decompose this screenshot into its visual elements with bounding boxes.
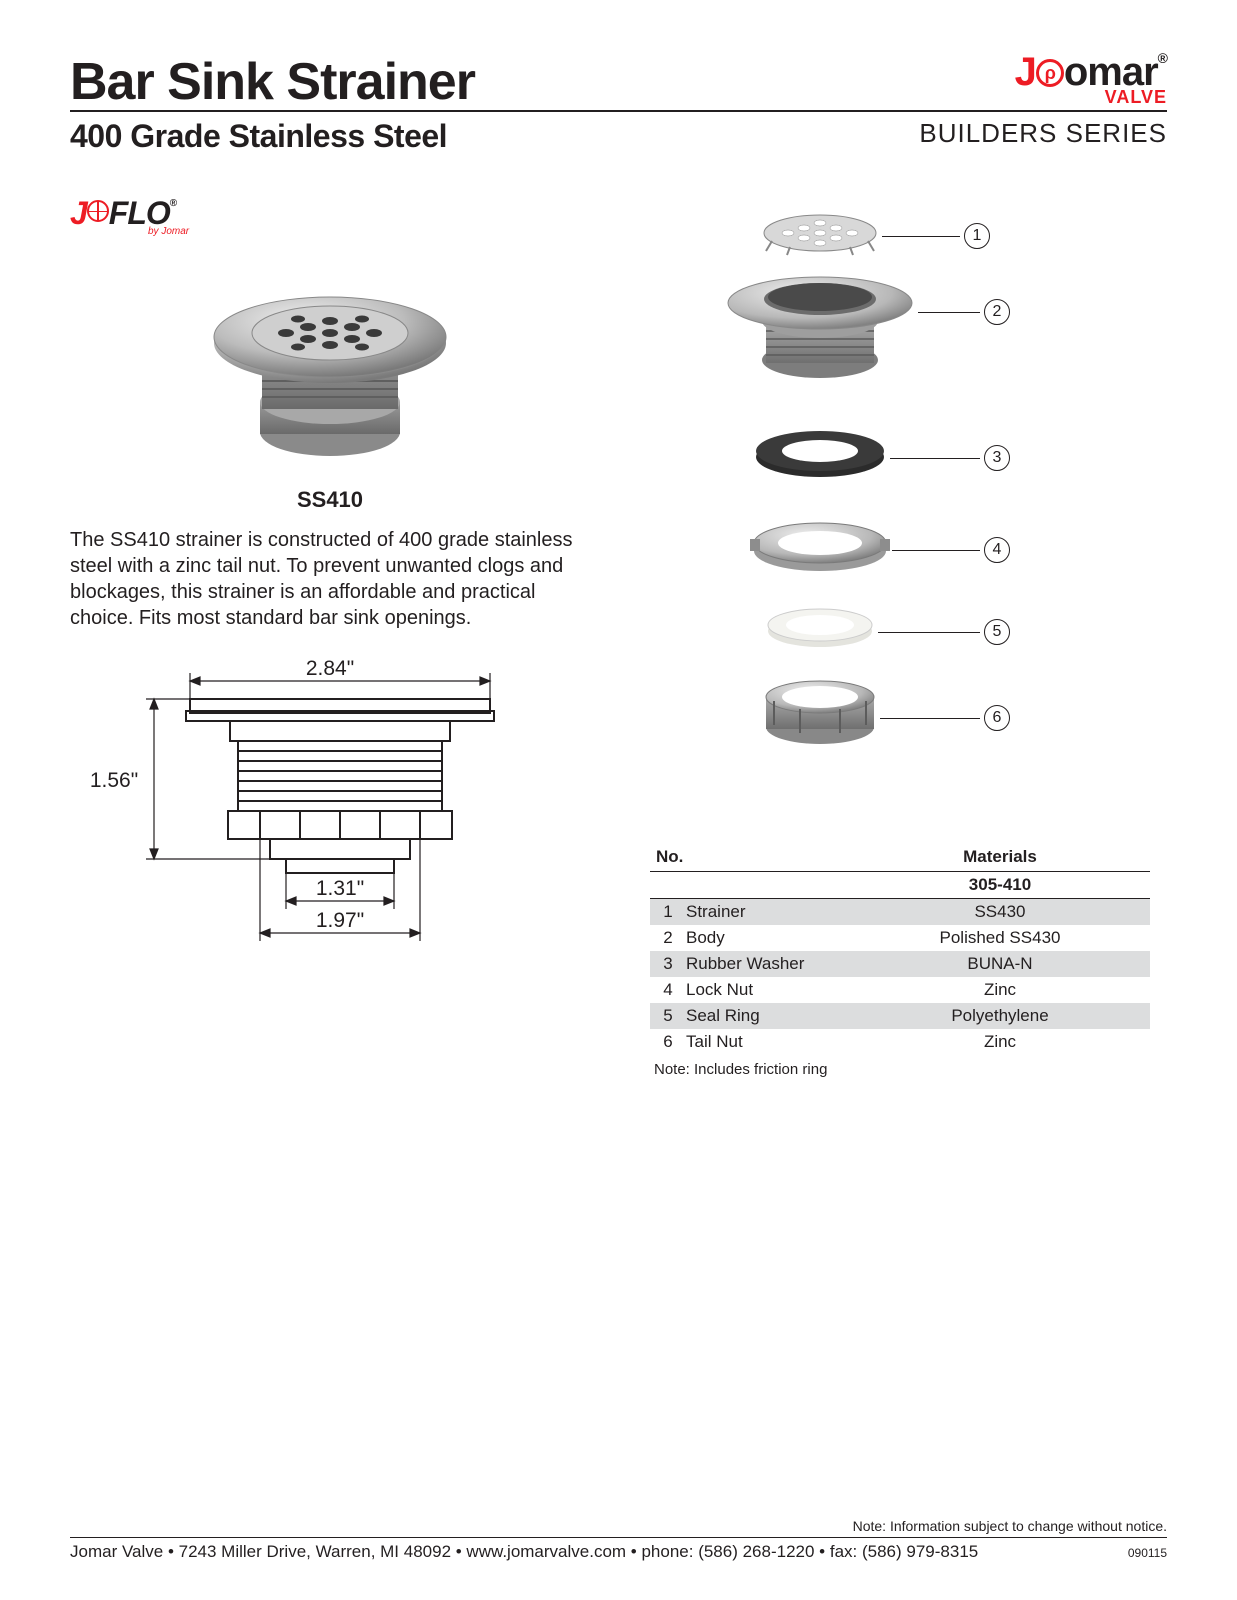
product-description: The SS410 strainer is constructed of 400… xyxy=(70,527,590,631)
callout-2: 2 xyxy=(918,299,1010,325)
model-number: SS410 xyxy=(70,487,590,513)
callout-6: 6 xyxy=(880,705,1010,731)
flo-byline: by Jomar xyxy=(148,226,590,237)
dim-height: 1.56" xyxy=(90,769,138,792)
part-number: 305-410 xyxy=(850,875,1150,895)
table-row: 2BodyPolished SS430 xyxy=(650,925,1150,951)
callout-4: 4 xyxy=(892,537,1010,563)
table-row: 3Rubber WasherBUNA-N xyxy=(650,951,1150,977)
dimension-drawing: 2.84" 1.56" 1.31" 1.97" xyxy=(70,651,590,966)
materials-table: No. Materials 305-410 1StrainerSS4302Bod… xyxy=(650,843,1150,1078)
callout-5: 5 xyxy=(878,619,1010,645)
dim-top: 2.84" xyxy=(306,657,354,680)
col-materials: Materials xyxy=(850,847,1150,867)
header-bar: Bar Sink Strainer Jρomar® VALVE xyxy=(70,50,1167,112)
sub-header: 400 Grade Stainless Steel BUILDERS SERIE… xyxy=(70,118,1167,155)
dim-outer: 1.97" xyxy=(316,909,364,932)
table-row: 4Lock NutZinc xyxy=(650,977,1150,1003)
table-row: 1StrainerSS430 xyxy=(650,899,1150,925)
col-no: No. xyxy=(650,847,850,867)
exploded-view: 1 2 3 4 5 6 xyxy=(650,195,1150,815)
page-title: Bar Sink Strainer xyxy=(70,56,475,108)
series-label: BUILDERS SERIES xyxy=(919,118,1167,155)
table-row: 5Seal RingPolyethylene xyxy=(650,1003,1150,1029)
footer-notice: Note: Information subject to change with… xyxy=(70,1518,1167,1538)
product-photo xyxy=(180,247,480,477)
table-row: 6Tail NutZinc xyxy=(650,1029,1150,1055)
footer-contact: Jomar Valve • 7243 Miller Drive, Warren,… xyxy=(70,1542,978,1562)
dim-inner: 1.31" xyxy=(316,877,364,900)
footer-code: 090115 xyxy=(1128,1546,1167,1560)
subtitle: 400 Grade Stainless Steel xyxy=(70,118,447,155)
materials-note: Note: Includes friction ring xyxy=(650,1061,1150,1078)
brand-logo: Jρomar® VALVE xyxy=(1015,50,1167,108)
callout-1: 1 xyxy=(882,223,990,249)
callout-3: 3 xyxy=(890,445,1010,471)
